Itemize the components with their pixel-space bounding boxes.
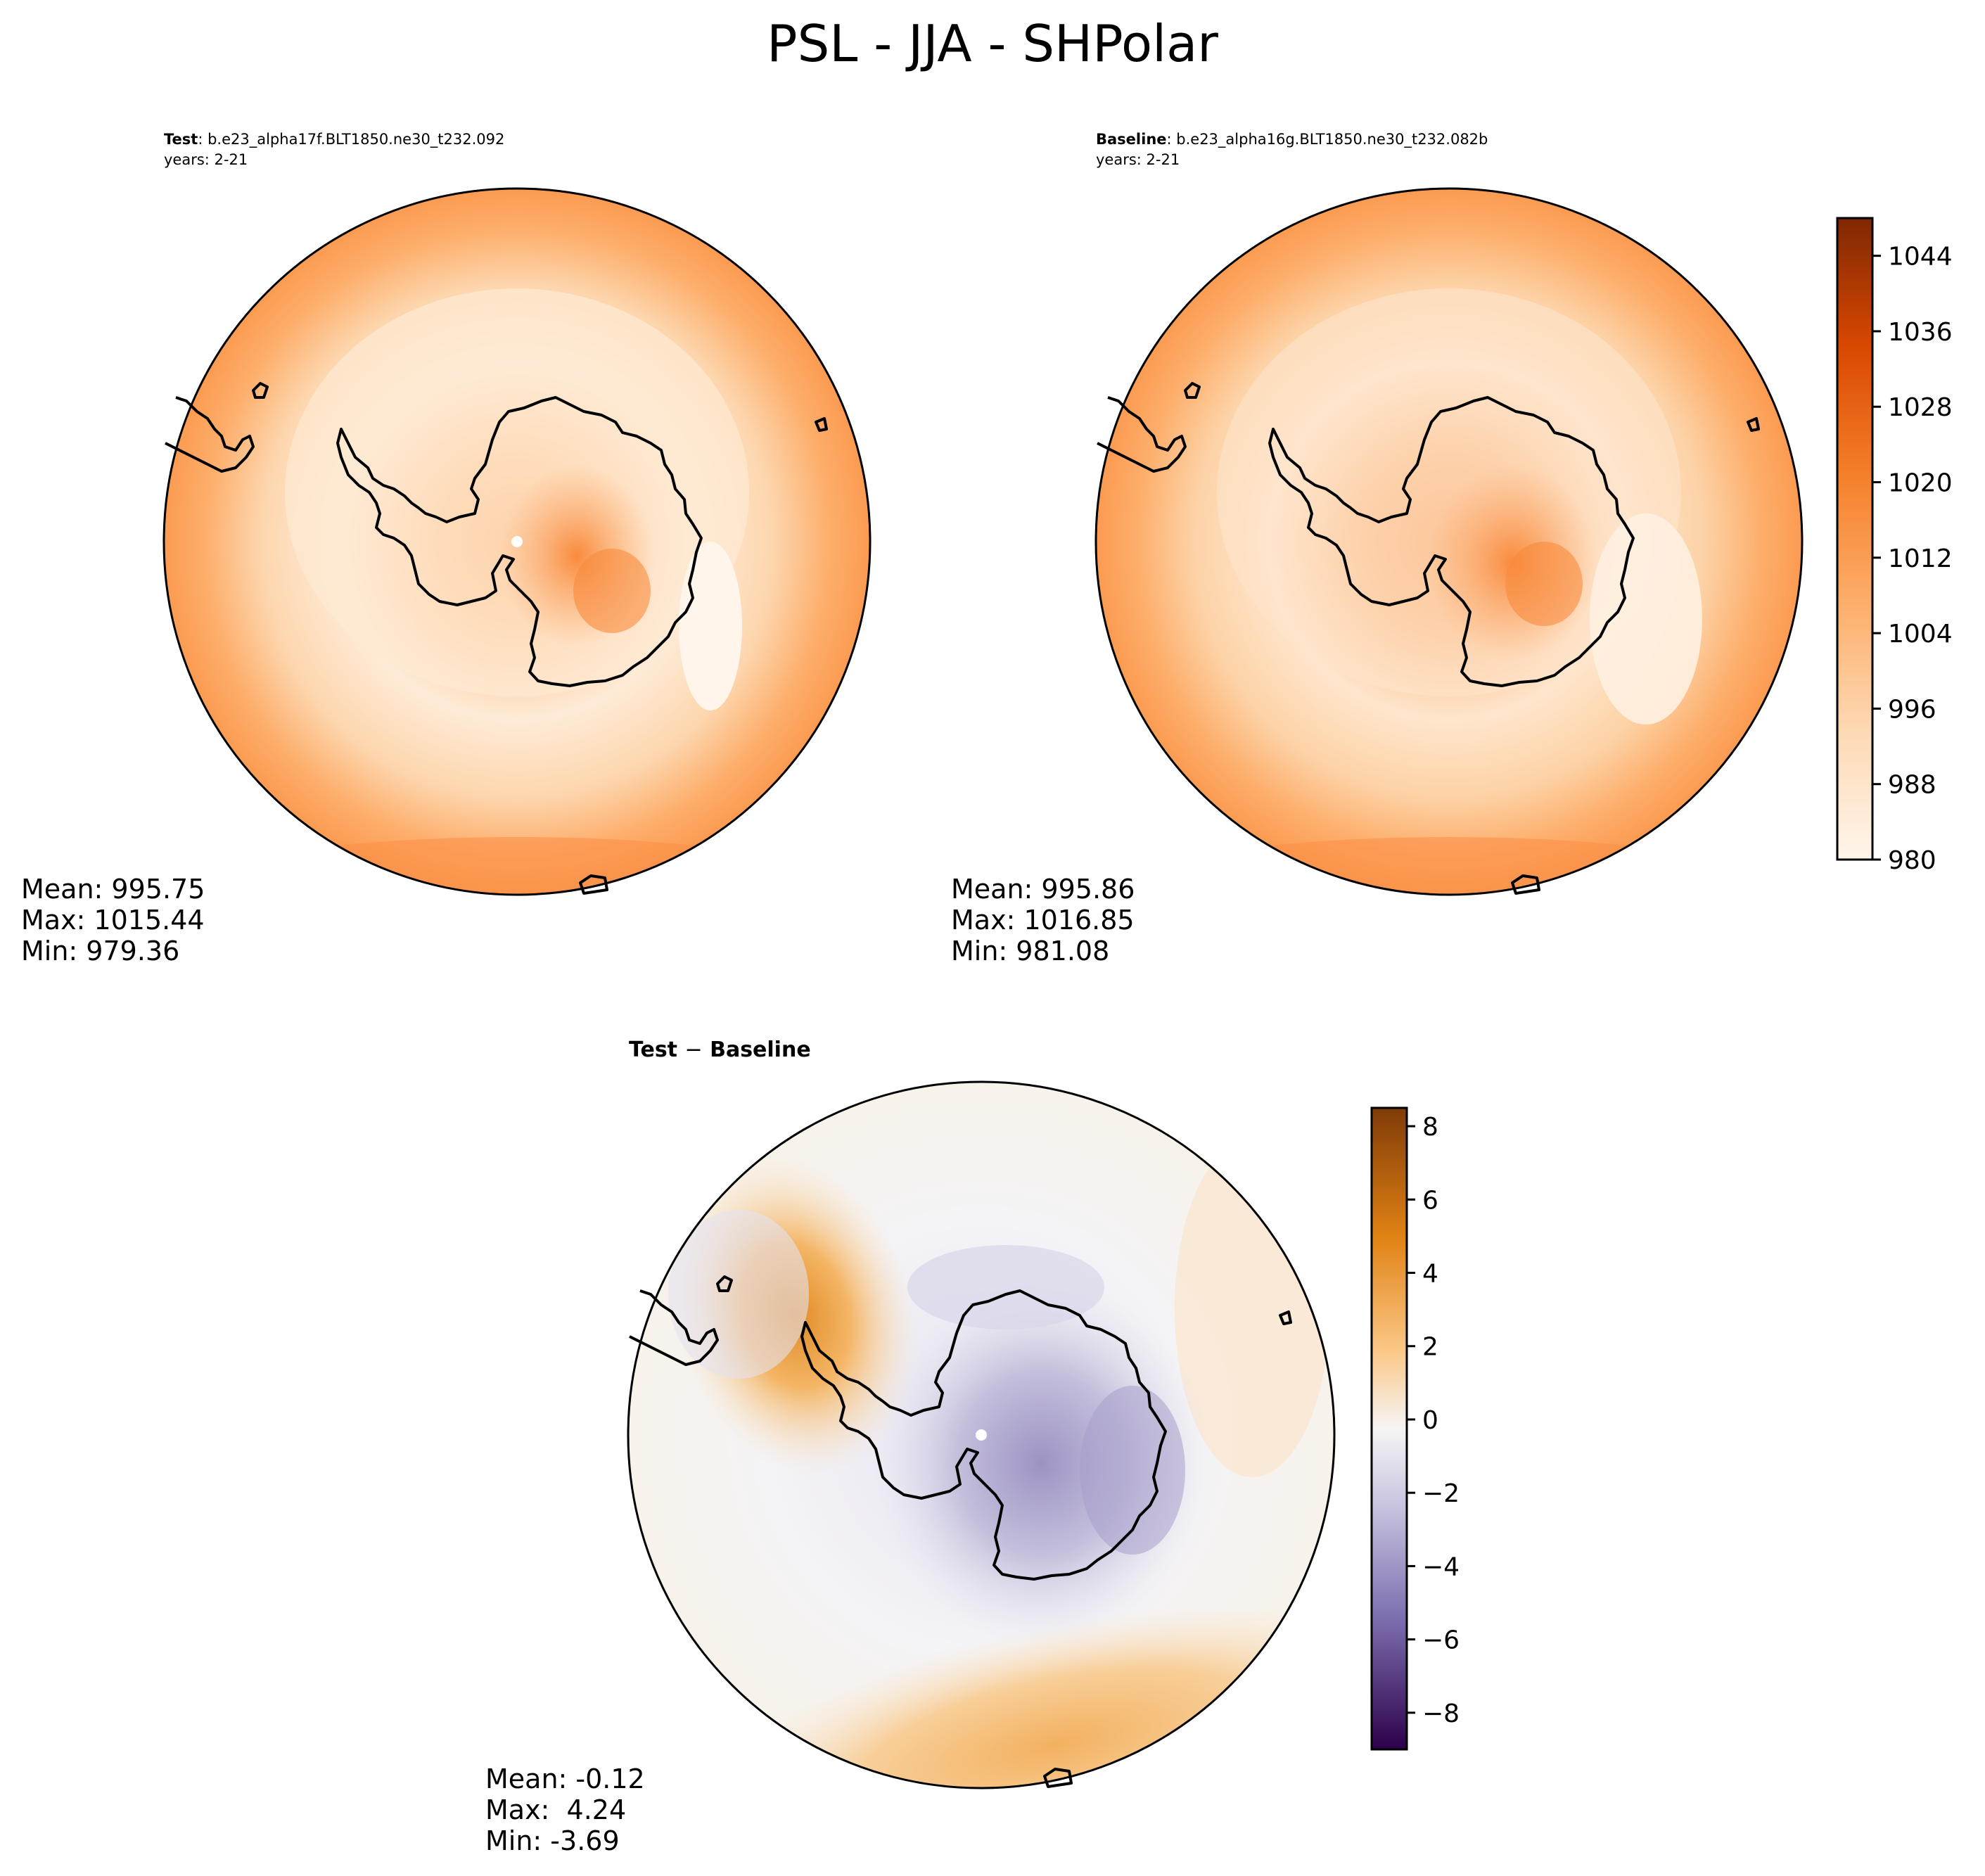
- diff-mean: Mean: -0.12: [485, 1763, 645, 1794]
- diff-label-minus: −: [684, 1038, 703, 1062]
- test-years: years: 2-21: [164, 151, 248, 168]
- diff-label-baseline: Baseline: [710, 1038, 811, 1062]
- test-stats: Mean: 995.75 Max: 1015.44 Min: 979.36: [21, 874, 205, 966]
- diff-colorbar-tick-label: 8: [1422, 1113, 1438, 1142]
- test-min: Min: 979.36: [21, 936, 180, 966]
- diff-colorbar-tick-label: 4: [1422, 1260, 1438, 1289]
- test-panel-title: Test: b.e23_alpha17f.BLT1850.ne30_t232.0…: [164, 129, 504, 170]
- psl-colorbar-tick-label: 988: [1888, 771, 1936, 800]
- test-map-boundary: [162, 187, 872, 896]
- psl-colorbar-ticks: 980 988 996 1004 1012 1020 1028 1036 1044: [1872, 243, 1953, 875]
- diff-panel-title: Test − Baseline: [629, 1038, 811, 1062]
- diff-colorbar: −8 −6 −4 −2 0 2 4 6 8: [1370, 1106, 1460, 1751]
- diff-map-boundary: [627, 1080, 1336, 1789]
- diff-colorbar-ticks: −8 −6 −4 −2 0 2 4 6 8: [1407, 1113, 1460, 1728]
- diff-stats: Mean: -0.12 Max: 4.24 Min: -3.69: [485, 1763, 645, 1856]
- psl-colorbar: 980 988 996 1004 1012 1020 1028 1036 1044: [1836, 217, 1953, 875]
- test-max: Max: 1015.44: [21, 905, 205, 936]
- test-mean: Mean: 995.75: [21, 874, 205, 905]
- baseline-panel-title: Baseline: b.e23_alpha16g.BLT1850.ne30_t2…: [1096, 129, 1488, 170]
- baseline-stats: Mean: 995.86 Max: 1016.85 Min: 981.08: [951, 874, 1135, 966]
- diff-label-test: Test: [629, 1038, 678, 1062]
- figure-title: PSL - JJA - SHPolar: [767, 14, 1218, 73]
- diff-colorbar-tick-label: −8: [1422, 1699, 1460, 1728]
- diff-colorbar-tick-label: 0: [1422, 1406, 1438, 1435]
- diff-colorbar-tick-label: 2: [1422, 1333, 1438, 1362]
- baseline-years: years: 2-21: [1096, 151, 1180, 168]
- psl-colorbar-tick-label: 1012: [1888, 544, 1953, 573]
- test-pole-marker: [511, 536, 523, 547]
- psl-colorbar-tick-label: 1004: [1888, 620, 1953, 649]
- baseline-label: Baseline: [1096, 131, 1167, 148]
- diff-colorbar-tick-label: −2: [1422, 1479, 1460, 1508]
- baseline-max: Max: 1016.85: [951, 905, 1135, 936]
- psl-colorbar-tick-label: 1020: [1888, 469, 1953, 498]
- diff-colorbar-tick-label: 6: [1422, 1186, 1438, 1215]
- test-label: Test: [164, 131, 198, 148]
- diff-map: [627, 1080, 1336, 1789]
- diff-min: Min: -3.69: [485, 1825, 620, 1856]
- psl-colorbar-tick-label: 996: [1888, 695, 1936, 724]
- psl-colorbar-tick-label: 1028: [1888, 393, 1953, 422]
- baseline-case-name: : b.e23_alpha16g.BLT1850.ne30_t232.082b: [1166, 131, 1488, 148]
- psl-colorbar-tick-label: 1044: [1888, 243, 1953, 272]
- diff-pole-marker: [976, 1429, 987, 1441]
- psl-colorbar-tick-label: 980: [1888, 846, 1936, 875]
- test-case-name: : b.e23_alpha17f.BLT1850.ne30_t232.092: [198, 131, 505, 148]
- baseline-map-boundary: [1094, 187, 1804, 896]
- diff-max: Max: 4.24: [485, 1794, 627, 1825]
- test-map: [162, 187, 872, 896]
- baseline-map: [1094, 187, 1804, 896]
- diff-colorbar-tick-label: −6: [1422, 1626, 1460, 1655]
- diff-colorbar-tick-label: −4: [1422, 1552, 1460, 1581]
- baseline-mean: Mean: 995.86: [951, 874, 1135, 905]
- baseline-min: Min: 981.08: [951, 936, 1110, 966]
- diff-colorbar-fill: [1370, 1106, 1408, 1751]
- psl-colorbar-tick-label: 1036: [1888, 318, 1953, 347]
- psl-colorbar-fill: [1836, 217, 1874, 861]
